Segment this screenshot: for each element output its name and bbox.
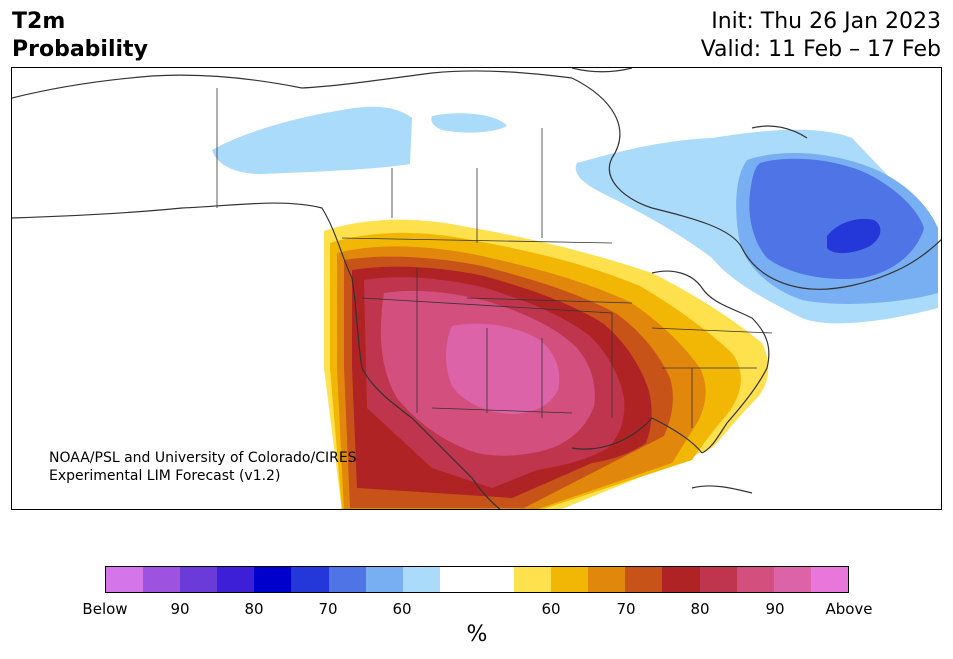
colorbar-segment (662, 567, 700, 592)
cold-region-prairie (431, 113, 507, 133)
colorbar-segment (328, 567, 366, 592)
warm-ring-pink (446, 323, 560, 414)
colorbar-tick-label: 80 (244, 600, 264, 618)
colorbar-segment (625, 567, 663, 592)
political-borders (216, 88, 773, 428)
colorbar-tick-label: Above (825, 600, 873, 618)
colorbar-segment (476, 567, 515, 592)
init-date: Init: Thu 26 Jan 2023 (711, 9, 941, 34)
colorbar-segment (588, 567, 626, 592)
map-panel (11, 67, 942, 510)
colorbar-segment (143, 567, 181, 592)
cold-region-east-core (827, 218, 881, 254)
colorbar-tick-label: 70 (616, 600, 636, 618)
colorbar-segment (699, 567, 737, 592)
colorbar-segment (773, 567, 811, 592)
credit-line-2: Experimental LIM Forecast (v1.2) (49, 468, 281, 484)
valid-range: Valid: 11 Feb – 17 Feb (700, 37, 941, 62)
title-line-2: Probability (12, 37, 148, 62)
colorbar-tick-label: Below (82, 600, 128, 618)
credit-line-1: NOAA/PSL and University of Colorado/CIRE… (49, 450, 357, 466)
map-title: T2m Probability (12, 8, 148, 64)
colorbar-tick-label: 80 (690, 600, 710, 618)
colorbar-segment (551, 567, 589, 592)
colorbar-segment (439, 567, 477, 592)
forecast-map (12, 68, 941, 509)
date-info: Init: Thu 26 Jan 2023 Valid: 11 Feb – 17… (701, 8, 941, 64)
credit-text: NOAA/PSL and University of Colorado/CIRE… (49, 449, 357, 485)
cold-region-east-strong (749, 158, 924, 279)
colorbar-unit: % (466, 622, 488, 647)
colorbar-tick-label: 60 (392, 600, 412, 618)
colorbar-segment (365, 567, 403, 592)
colorbar-tick-label: 90 (765, 600, 785, 618)
colorbar-segment (514, 567, 552, 592)
coastlines (12, 68, 941, 509)
colorbar-segment (402, 567, 440, 592)
colorbar-tick-label: 60 (541, 600, 561, 618)
cold-region-west (212, 106, 412, 174)
colorbar-tick-label: 90 (170, 600, 190, 618)
colorbar-segment (217, 567, 255, 592)
title-line-1: T2m (12, 9, 66, 34)
colorbar-segment (180, 567, 218, 592)
colorbar (105, 566, 849, 593)
colorbar-tick-label: 70 (318, 600, 338, 618)
colorbar-segment (254, 567, 292, 592)
colorbar-segment (810, 567, 848, 592)
colorbar-segment (106, 567, 144, 592)
colorbar-segment (736, 567, 774, 592)
colorbar-segment (291, 567, 329, 592)
